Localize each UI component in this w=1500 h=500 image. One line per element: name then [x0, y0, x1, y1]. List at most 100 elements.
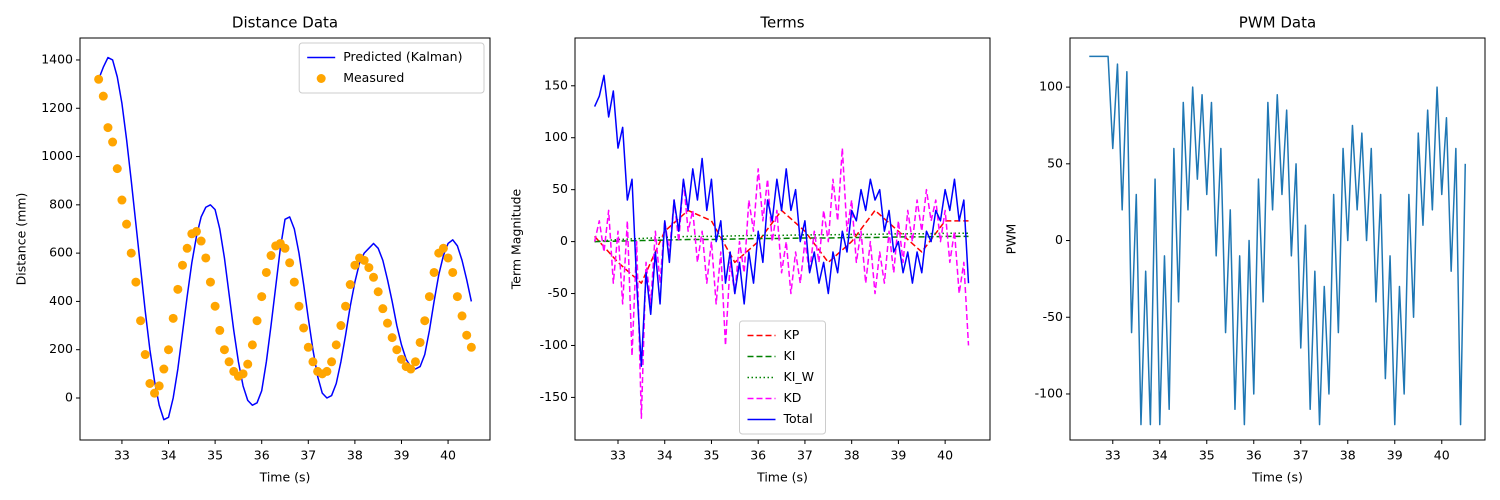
- x-tick-label: 37: [797, 448, 813, 463]
- legend-label: Total: [783, 411, 813, 426]
- point: [140, 350, 150, 360]
- point: [178, 260, 187, 270]
- x-tick-label: 33: [1105, 448, 1121, 463]
- point: [261, 267, 271, 277]
- y-tick-label: 600: [49, 245, 73, 260]
- point: [117, 195, 127, 205]
- point: [191, 226, 201, 236]
- point: [108, 137, 118, 147]
- point: [369, 272, 379, 282]
- y-tick-label: -100: [540, 337, 568, 352]
- point: [373, 287, 383, 297]
- panel: PWM Data Time (s) PWM 33 34 35 36 37 38 39 40 -100 -…: [1004, 14, 1486, 485]
- chart-title: Terms: [759, 14, 804, 32]
- y-tick-label: 0: [1055, 232, 1063, 247]
- y-tick-label: 400: [49, 293, 73, 308]
- point: [396, 354, 406, 364]
- legend-label: KI: [784, 348, 796, 363]
- point: [182, 243, 192, 253]
- y-tick-label: 0: [560, 233, 568, 248]
- legend-marker: [316, 74, 326, 83]
- y-tick-label: 100: [544, 129, 568, 144]
- x-tick-label: 34: [1152, 448, 1168, 463]
- x-tick-label: 34: [657, 448, 673, 463]
- legend-box: [298, 42, 485, 94]
- panel: Distance Data Time (s) Distance (mm) 33 34 35…: [14, 14, 491, 485]
- series-line: [593, 74, 970, 367]
- point: [150, 388, 160, 398]
- x-tick-label: 38: [347, 448, 363, 463]
- point: [303, 342, 313, 352]
- legend-label: Predicted (Kalman): [343, 49, 462, 64]
- y-axis-label: Distance (mm): [14, 193, 29, 286]
- x-tick-label: 39: [394, 448, 410, 463]
- x-tick-label: 33: [114, 448, 130, 463]
- y-tick-label: 800: [49, 196, 73, 211]
- point: [224, 357, 234, 367]
- point: [112, 164, 122, 174]
- point: [252, 316, 262, 326]
- point: [219, 345, 229, 355]
- point: [210, 301, 220, 311]
- point: [294, 301, 304, 311]
- point: [145, 379, 155, 389]
- y-tick-label: 1400: [41, 51, 73, 66]
- legend-label: KI_W: [784, 369, 815, 384]
- x-tick-label: 35: [207, 448, 223, 463]
- x-axis-label: Time (s): [259, 470, 311, 485]
- series-line: [1089, 55, 1467, 426]
- x-tick-label: 38: [844, 448, 860, 463]
- point: [429, 267, 439, 277]
- point: [201, 253, 211, 263]
- y-tick-label: 200: [49, 341, 73, 356]
- axes-frame: [79, 37, 491, 441]
- point: [331, 340, 341, 350]
- point: [359, 255, 369, 265]
- point: [154, 381, 164, 391]
- point: [452, 292, 462, 302]
- x-tick-label: 38: [1340, 448, 1356, 463]
- point: [466, 342, 476, 352]
- legend-label: KD: [784, 390, 802, 405]
- point: [383, 318, 392, 328]
- y-tick-label: 1200: [41, 100, 73, 115]
- y-tick-label: 50: [1047, 155, 1063, 170]
- y-tick-label: -150: [540, 389, 568, 404]
- x-tick-label: 35: [704, 448, 720, 463]
- point: [457, 311, 467, 321]
- point: [387, 333, 397, 343]
- x-tick-label: 36: [254, 448, 270, 463]
- point: [308, 357, 318, 367]
- x-axis-label: Time (s): [756, 470, 808, 485]
- point: [415, 337, 425, 347]
- panel: Terms Time (s) Term Magnitude 33 34 35 36 37 38 3…: [509, 14, 991, 485]
- point: [168, 313, 178, 323]
- point: [406, 364, 416, 374]
- point: [247, 340, 257, 350]
- point: [448, 267, 458, 277]
- y-tick-label: 50: [552, 181, 568, 196]
- axes-frame: [574, 37, 991, 441]
- point: [243, 359, 253, 369]
- x-tick-label: 35: [1199, 448, 1215, 463]
- y-tick-label: 100: [1039, 79, 1063, 94]
- chart-title: PWM Data: [1239, 14, 1316, 32]
- point: [327, 357, 337, 367]
- x-tick-label: 40: [1434, 448, 1450, 463]
- y-axis-label: PWM: [1004, 224, 1019, 255]
- legend-label: Measured: [343, 70, 404, 85]
- x-axis-label: Time (s): [1251, 470, 1303, 485]
- axes-frame: [1069, 37, 1486, 441]
- point: [392, 345, 402, 355]
- y-tick-label: -100: [1035, 385, 1063, 400]
- legend-box: [739, 320, 826, 435]
- x-tick-label: 40: [440, 448, 456, 463]
- y-tick-label: 1000: [41, 148, 73, 163]
- point: [126, 248, 136, 258]
- x-tick-label: 40: [937, 448, 953, 463]
- point: [322, 366, 332, 376]
- point: [103, 123, 113, 133]
- point: [299, 323, 309, 333]
- series-line: [594, 235, 969, 243]
